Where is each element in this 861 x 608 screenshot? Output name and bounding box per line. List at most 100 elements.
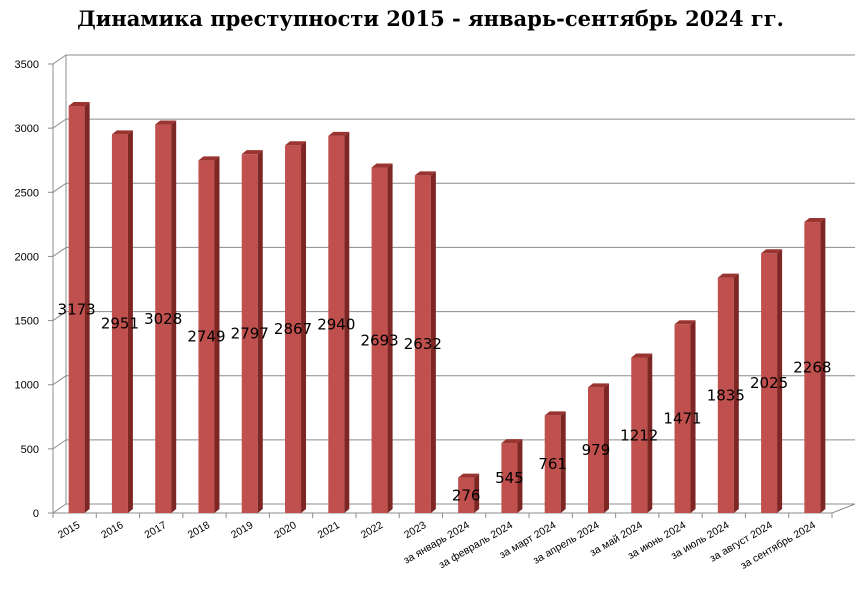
bar-front <box>761 253 778 513</box>
x-tick-label: 2018 <box>186 519 212 541</box>
data-label: 1212 <box>620 426 658 444</box>
y-tick-label: 2000 <box>15 251 39 263</box>
data-label: 545 <box>495 469 524 487</box>
bar <box>587 383 609 513</box>
bar <box>414 171 436 514</box>
x-tick-label: 2023 <box>402 519 428 541</box>
bar <box>674 320 696 513</box>
bar-front <box>285 145 302 513</box>
data-label: 2867 <box>274 320 312 338</box>
bar-layer <box>68 101 826 514</box>
bar-front <box>241 154 258 513</box>
bar-side <box>214 156 220 513</box>
bar <box>804 218 826 513</box>
bar <box>501 439 523 513</box>
bar-side <box>820 218 826 513</box>
gridline-side <box>52 118 67 129</box>
bar-top <box>544 411 566 416</box>
bar-side <box>777 249 783 513</box>
gridline-side <box>52 182 67 193</box>
bar-top <box>371 163 393 168</box>
x-tick-label: 2015 <box>56 519 82 541</box>
x-tick-label: 2019 <box>229 519 255 541</box>
data-label: 1835 <box>707 386 745 404</box>
bar-front <box>674 324 691 513</box>
data-label: 2940 <box>317 315 355 333</box>
bar-top <box>111 130 133 135</box>
bar-front <box>804 222 821 513</box>
data-label: 2797 <box>231 325 269 343</box>
data-label: 2268 <box>793 359 831 377</box>
bar-front <box>68 105 85 513</box>
bar-top <box>587 383 609 388</box>
bar <box>241 150 263 513</box>
gridline-side <box>52 54 67 65</box>
bar-top <box>328 131 350 136</box>
y-tick-label: 3000 <box>15 123 39 135</box>
bar-top <box>198 156 220 161</box>
bar-side <box>430 171 436 514</box>
bar-side <box>560 411 566 513</box>
y-tick-label: 500 <box>21 444 39 456</box>
bar <box>198 156 220 513</box>
bar-top <box>155 120 177 125</box>
x-tick-label: 2022 <box>359 519 385 541</box>
grid-layer <box>52 54 855 450</box>
bar-top <box>717 273 739 278</box>
x-tick-label: 2017 <box>142 519 168 541</box>
bar-side <box>301 141 307 513</box>
bar-front <box>631 357 648 513</box>
data-label: 2693 <box>360 331 398 349</box>
data-label: 2951 <box>101 315 139 333</box>
bar-top <box>674 320 696 325</box>
bar-top <box>414 171 436 176</box>
bar-side <box>603 383 609 513</box>
data-label: 1471 <box>663 410 701 428</box>
chart-title: Динамика преступности 2015 - январь-сент… <box>77 6 784 31</box>
data-label: 276 <box>452 486 481 504</box>
bar-front <box>198 160 215 513</box>
data-label: 761 <box>538 455 567 473</box>
x-tick-label: 2020 <box>272 519 298 541</box>
bar-side <box>171 120 177 514</box>
bar-side <box>647 353 653 513</box>
bar-front <box>414 175 431 514</box>
y-tick-label: 0 <box>33 508 39 520</box>
bar-top <box>631 353 653 358</box>
bar-side <box>257 150 263 513</box>
bar-side <box>127 130 133 513</box>
bar-top <box>458 473 480 478</box>
bar-top <box>501 439 523 444</box>
bar <box>458 473 480 513</box>
bar-top <box>761 249 783 254</box>
bar-front <box>717 277 734 513</box>
bar <box>111 130 133 513</box>
bar <box>371 163 393 514</box>
bar <box>761 249 783 513</box>
y-tick-label: 1000 <box>15 380 39 392</box>
bar-side <box>387 163 393 514</box>
data-label: 979 <box>582 441 611 459</box>
bar-front <box>501 443 518 513</box>
bar-front <box>544 415 561 513</box>
axis-layer <box>48 55 856 518</box>
data-label-layer: 3173 2951 3028 2749 2797 2867 2940 2693 2632 276 5… <box>58 300 832 504</box>
bar-side <box>344 131 350 513</box>
bar-front <box>155 124 172 514</box>
y-tick-label: 1500 <box>15 316 39 328</box>
data-label: 2025 <box>750 374 788 392</box>
bar-top <box>241 150 263 155</box>
data-label: 2632 <box>404 335 442 353</box>
bar <box>155 120 177 514</box>
gridline-side <box>52 247 67 257</box>
x-tick-label: 2016 <box>99 519 125 541</box>
bar <box>328 131 350 513</box>
bar-side <box>474 473 480 513</box>
bar-front <box>328 135 345 513</box>
bar-front <box>371 167 388 514</box>
y-tick-label: 3500 <box>15 59 39 71</box>
gridline-side <box>52 439 67 450</box>
x-tick-label: за февраль 2024 <box>437 519 515 571</box>
bar <box>717 273 739 513</box>
